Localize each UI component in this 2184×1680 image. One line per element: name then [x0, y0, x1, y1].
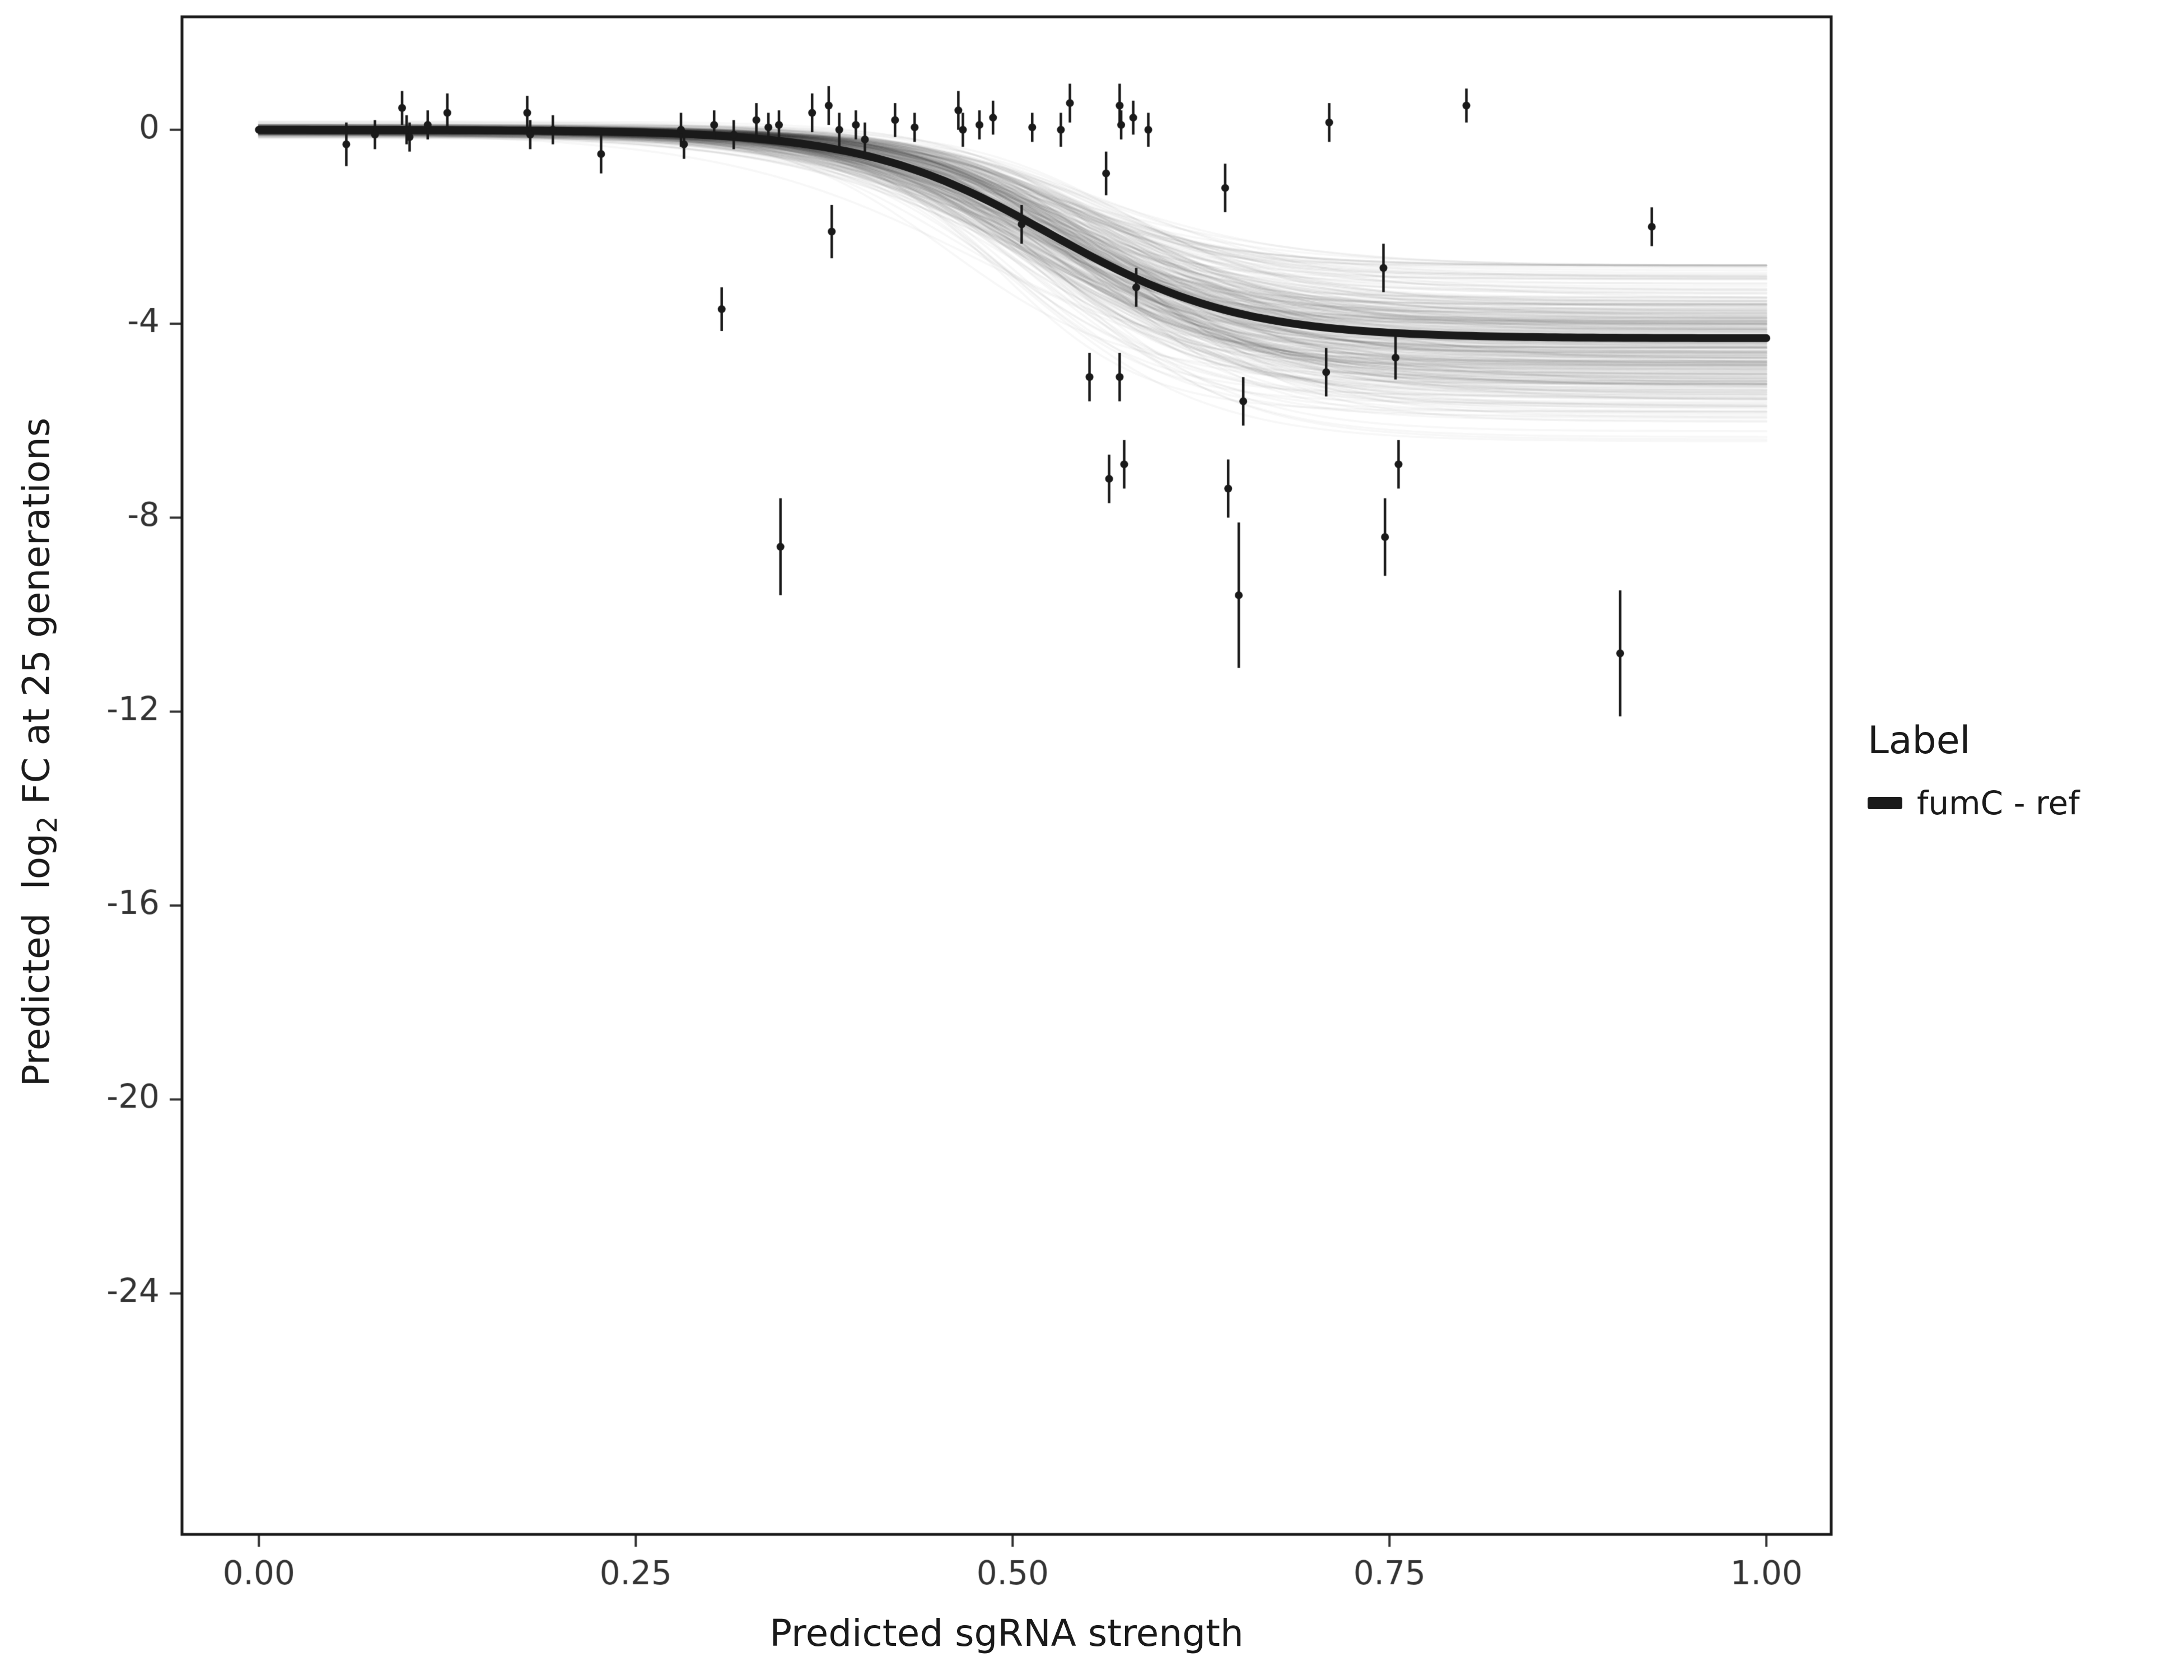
- legend-entry-label: fumC - ref: [1917, 784, 2080, 822]
- x-axis-title: Predicted sgRNA strength: [769, 1612, 1244, 1655]
- legend-entry: fumC - ref: [1868, 784, 2080, 822]
- legend-title: Label: [1868, 718, 1971, 763]
- legend: Label fumC - ref: [1868, 718, 2080, 822]
- y-axis-title-pre: Predicted log: [15, 833, 58, 1087]
- y-axis-title-subscript: 2: [32, 816, 64, 833]
- y-axis-title: Predicted log2 FC at 25 generations: [0, 418, 107, 1133]
- legend-key-line-icon: [1868, 797, 1902, 809]
- y-axis-title-post: FC at 25 generations: [15, 417, 58, 816]
